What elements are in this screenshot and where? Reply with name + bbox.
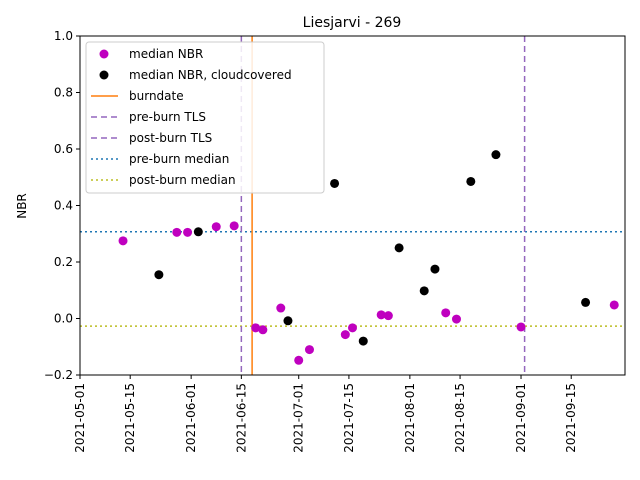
y-axis: −0.2 0.0 0.2 0.4 0.6 0.8 1.0 [44,29,80,382]
x-tick-label-9: 2021-09-15 [564,383,578,453]
x-tick-label-2: 2021-06-01 [184,383,198,453]
point-s1-5 [394,243,404,253]
legend-label-3: pre-burn TLS [129,110,206,124]
chart-title: Liesjarvi - 269 [303,15,402,31]
x-tick-label-1: 2021-05-15 [123,383,137,453]
y-tick-label-1: 0.0 [54,312,73,326]
y-tick-label-0: −0.2 [44,368,73,382]
x-axis: 2021-05-01 2021-05-15 2021-06-01 2021-06-15… [73,375,578,453]
y-tick-label-5: 0.8 [54,86,73,100]
point-s0-5 [251,323,261,333]
x-tick-label-3: 2021-06-15 [234,383,248,453]
legend-label-1: median NBR, cloudcovered [129,68,292,82]
point-s0-1 [172,227,182,237]
point-s1-1 [193,227,203,237]
point-s1-2 [283,316,293,326]
x-tick-label-7: 2021-08-15 [453,383,467,453]
point-s0-2 [183,227,193,237]
legend: median NBR median NBR, cloudcovered burnda… [85,41,325,194]
legend-label-2: burndate [129,89,184,103]
point-s1-4 [358,336,368,346]
legend-marker-0 [99,49,109,59]
legend-box [85,41,325,194]
point-s1-3 [330,178,340,188]
legend-label-4: post-burn TLS [129,131,212,145]
point-s0-9 [304,345,314,355]
horizontal-reference-lines [80,231,625,327]
y-tick-label-6: 1.0 [54,29,73,43]
point-s0-7 [276,303,286,313]
point-s0-8 [294,355,304,365]
point-s0-11 [348,323,357,333]
point-s1-7 [430,264,440,274]
x-tick-label-4: 2021-07-01 [292,383,306,453]
x-tick-label-6: 2021-08-01 [403,383,417,453]
point-s0-0 [118,236,128,246]
point-s0-3 [211,222,221,232]
point-s0-17 [609,300,619,310]
point-s1-10 [581,297,591,307]
y-tick-label-4: 0.6 [54,142,73,156]
point-s0-10 [340,330,350,340]
y-axis-label: NBR [15,193,29,219]
x-tick-label-5: 2021-07-15 [342,383,356,453]
point-s1-9 [491,150,501,160]
legend-label-5: pre-burn median [129,152,229,166]
point-s1-0 [154,270,164,280]
point-s0-6 [258,325,268,335]
point-s0-4 [229,221,239,231]
point-s1-8 [466,176,476,186]
point-s0-12 [376,310,386,320]
legend-label-6: post-burn median [129,173,236,187]
x-tick-label-8: 2021-09-01 [514,383,528,453]
data-points [118,150,619,365]
point-s0-14 [441,308,451,318]
y-tick-label-2: 0.2 [54,255,73,269]
x-tick-label-0: 2021-05-01 [73,383,87,453]
point-s0-16 [516,322,526,332]
point-s0-15 [451,314,461,324]
legend-label-0: median NBR [129,47,203,61]
y-tick-label-3: 0.4 [54,199,73,213]
legend-marker-1 [99,70,109,80]
point-s0-13 [383,311,393,321]
point-s1-6 [419,286,429,296]
